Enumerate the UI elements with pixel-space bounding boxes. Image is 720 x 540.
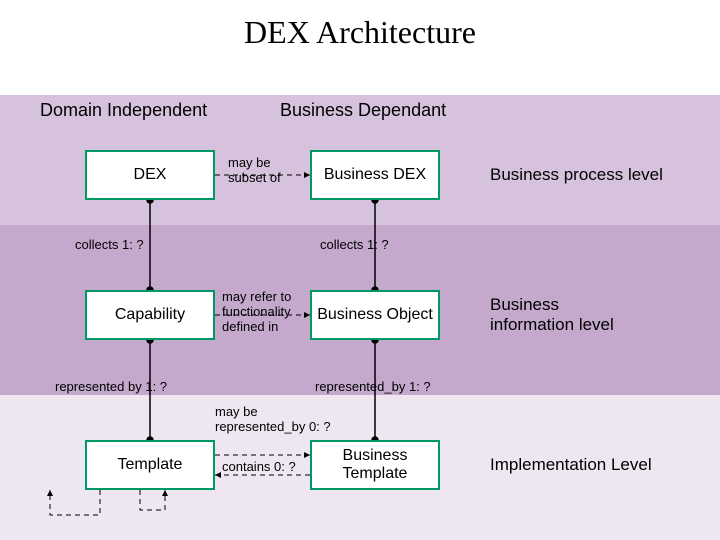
node-template: Template xyxy=(85,440,215,490)
node-business-object: Business Object xyxy=(310,290,440,340)
node-dex: DEX xyxy=(85,150,215,200)
edge-tmpl-btmpl-mid: contains 0: ? xyxy=(222,460,296,475)
level-process: Business process level xyxy=(490,165,663,185)
edge-rep-left: represented by 1: ? xyxy=(55,380,167,395)
node-capability: Capability xyxy=(85,290,215,340)
column-right-header: Business Dependant xyxy=(280,100,446,121)
column-left-header: Domain Independent xyxy=(40,100,207,121)
node-business-dex: Business DEX xyxy=(310,150,440,200)
edge-cap-bobj: may refer to functionality defined in xyxy=(222,290,291,335)
level-information: Business information level xyxy=(490,295,614,336)
edge-collects-left: collects 1: ? xyxy=(75,238,144,253)
edge-collects-right: collects 1: ? xyxy=(320,238,389,253)
page-title: DEX Architecture xyxy=(0,14,720,51)
level-implementation: Implementation Level xyxy=(490,455,652,475)
edge-dex-bdex: may be subset of xyxy=(228,156,281,186)
node-business-template: Business Template xyxy=(310,440,440,490)
edge-rep-right: represented_by 1: ? xyxy=(315,380,431,395)
edge-tmpl-btmpl-top: may be represented_by 0: ? xyxy=(215,405,331,435)
